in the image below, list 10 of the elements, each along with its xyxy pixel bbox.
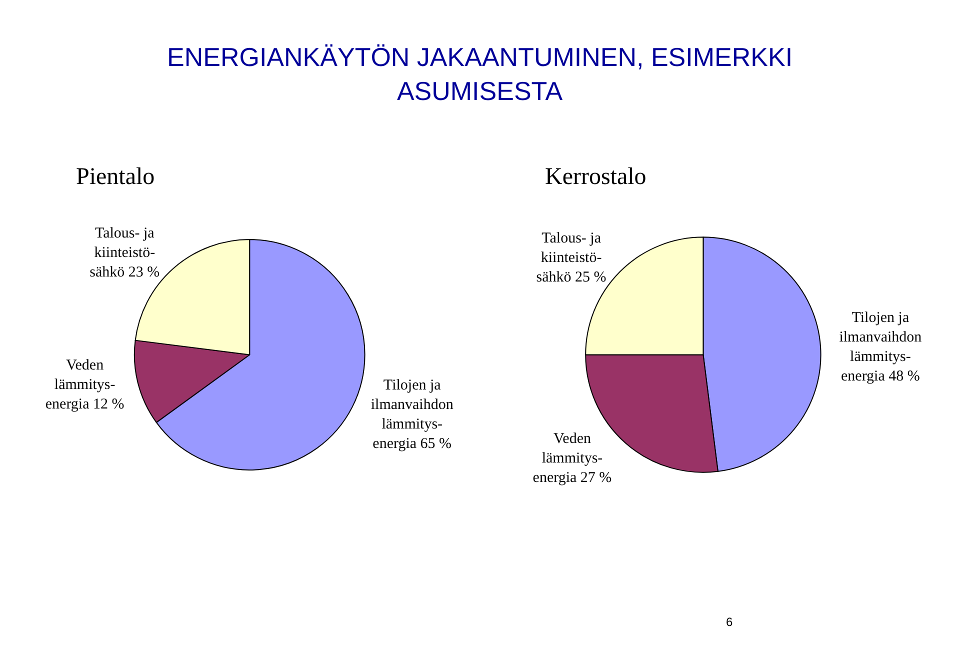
slice-label: Talous- ja kiinteistö- sähkö 23 %	[90, 225, 160, 280]
slice-label: Tilojen ja ilmanvaihdon lämmitys- energia 48 %	[839, 310, 922, 384]
chart-subtitle: Kerrostalo	[545, 164, 646, 190]
slice-label: Talous- ja kiinteistö- sähkö 25 %	[536, 230, 606, 286]
slice-label: Tilojen ja ilmanvaihdon lämmitys- energia 65 %	[370, 377, 454, 452]
chart-subtitle: Pientalo	[76, 164, 155, 190]
slice-label: Veden lämmitys- energia 12 %	[45, 358, 124, 413]
slice-label: Veden lämmitys- energia 27 %	[532, 430, 612, 486]
text: 6	[726, 615, 733, 629]
chart-title: ENERGIANKÄYTÖN JAKAANTUMINEN, ESIMERKKI ASUMISESTA	[167, 42, 793, 106]
